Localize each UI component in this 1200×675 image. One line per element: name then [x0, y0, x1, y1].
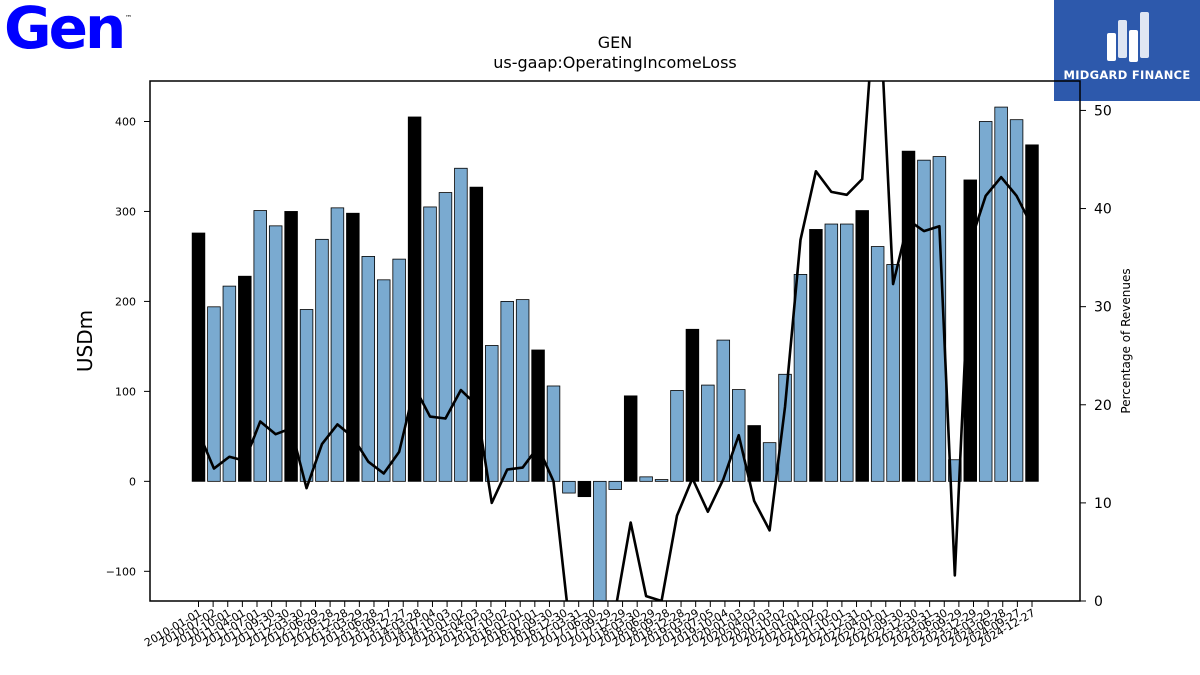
- y2-tick-label: 30: [1094, 300, 1112, 316]
- bar-annual: [685, 328, 700, 482]
- y-tick-label: 200: [115, 295, 136, 308]
- bar-quarterly: [562, 480, 576, 494]
- bar-quarterly: [593, 480, 607, 601]
- bar-annual: [238, 275, 252, 482]
- midgard-finance-icon: [1054, 0, 1200, 101]
- y2-axis: 0 10 20 30 40 50: [1080, 103, 1112, 610]
- y-tick-label: 400: [115, 115, 136, 128]
- bar-annual: [809, 229, 823, 482]
- y-tick-label: 0: [129, 475, 136, 488]
- brand-name: MIDGARD FINANCE: [1063, 68, 1191, 82]
- bar-quarterly: [870, 246, 885, 482]
- bar-quarterly: [639, 476, 653, 482]
- bar-quarterly: [917, 159, 931, 482]
- bar-quarterly: [423, 206, 437, 482]
- y-tick-label: −100: [106, 565, 136, 578]
- bar-quarterly: [330, 207, 345, 482]
- y2-tick-label: 0: [1094, 594, 1103, 610]
- line-layer: [197, 81, 1034, 601]
- bar-quarterly: [454, 167, 468, 482]
- bar-annual: [623, 395, 638, 482]
- bars-layer: [191, 106, 1039, 601]
- bar-quarterly: [994, 106, 1008, 482]
- y-tick-label: 100: [115, 385, 136, 398]
- bar-quarterly: [268, 225, 283, 482]
- y-axis: −100 0 100 200 300 400: [106, 115, 150, 578]
- y-axis-label: USDm: [73, 310, 97, 372]
- bar-quarterly: [778, 373, 792, 482]
- bar-quarterly: [361, 256, 376, 482]
- bar-annual: [577, 480, 592, 498]
- bar-quarterly: [670, 390, 684, 482]
- gen-logo: Gen: [4, 0, 126, 62]
- bar-annual: [284, 211, 298, 482]
- y2-tick-label: 40: [1094, 202, 1112, 218]
- bar-quarterly: [840, 223, 854, 482]
- plot-frame: [149, 80, 1081, 602]
- bar-quarterly: [978, 121, 993, 482]
- bar-annual: [531, 349, 545, 482]
- bar-quarterly: [608, 480, 622, 490]
- bar-annual: [855, 210, 869, 482]
- bar-annual: [191, 232, 206, 482]
- y2-axis-label: Percentage of Revenues: [1119, 268, 1133, 413]
- bar-quarterly: [376, 279, 391, 482]
- bar-quarterly: [1009, 119, 1024, 482]
- bar-annual: [901, 150, 916, 482]
- bar-annual: [1025, 144, 1039, 482]
- bar-quarterly: [762, 442, 777, 482]
- bar-quarterly: [515, 299, 530, 482]
- bar-quarterly: [438, 192, 453, 482]
- bar-quarterly: [654, 479, 669, 482]
- gen-logo-tm: ™: [125, 14, 132, 22]
- bar-quarterly: [315, 238, 329, 482]
- y2-tick-label: 20: [1094, 398, 1112, 414]
- bar-quarterly: [392, 258, 406, 482]
- bar-annual: [469, 186, 484, 482]
- bar-quarterly: [701, 384, 715, 482]
- bar-annual: [747, 425, 761, 482]
- chart-title: GEN: [597, 33, 633, 52]
- chart-subtitle: us-gaap:OperatingIncomeLoss: [493, 53, 737, 72]
- bar-quarterly: [716, 339, 731, 482]
- y2-tick-label: 10: [1094, 496, 1112, 512]
- margin-line: [197, 81, 1034, 601]
- midgard-finance-badge: MIDGARD FINANCE: [1054, 0, 1200, 101]
- bar-quarterly: [222, 285, 237, 482]
- bar-quarterly: [546, 385, 561, 482]
- bar-quarterly: [824, 223, 839, 482]
- bar-quarterly: [253, 210, 267, 482]
- bar-annual: [346, 212, 360, 482]
- y2-tick-label: 50: [1094, 103, 1112, 119]
- bar-annual: [963, 179, 977, 482]
- bar-quarterly: [500, 301, 514, 482]
- bar-quarterly: [793, 274, 808, 482]
- bar-quarterly: [886, 264, 900, 482]
- x-axis: 2010-01-012010-07-022010-10-012011-04-01…: [142, 601, 1038, 650]
- bar-quarterly: [932, 156, 947, 482]
- bar-annual: [407, 116, 422, 482]
- bar-quarterly: [207, 306, 221, 482]
- bar-quarterly: [299, 309, 314, 482]
- y-tick-label: 300: [115, 205, 136, 218]
- bar-quarterly: [485, 345, 499, 482]
